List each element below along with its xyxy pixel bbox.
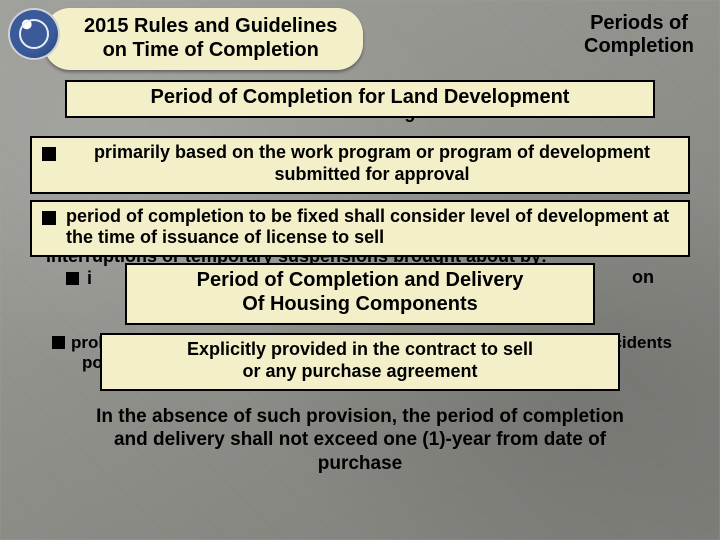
bullet-square-icon (52, 336, 65, 349)
section-explicit-provision: prolonged, unexpected power failures oth… (26, 333, 694, 391)
box-line-2: or any purchase agreement (110, 361, 610, 383)
title-line-1: 2015 Rules and Guidelines (84, 14, 337, 38)
section-housing-components: i on Period of Completion and Delivery O… (26, 263, 694, 324)
section-heading-land-dev: Period of Completion for Land Developmen… (65, 80, 655, 118)
header: 2015 Rules and Guidelines on Time of Com… (0, 0, 720, 74)
agency-logo-icon (10, 10, 58, 58)
bullet-square-icon (42, 211, 56, 225)
title-pill: 2015 Rules and Guidelines on Time of Com… (44, 8, 363, 70)
title-line-2: on Time of Completion (84, 38, 337, 62)
periods-line-1: Periods of (584, 12, 694, 35)
section-heading-housing: Period of Completion and Delivery Of Hou… (125, 263, 595, 324)
periods-label: Periods of Completion (584, 8, 700, 58)
bullet-primarily-based: primarily based on the work program or p… (30, 136, 690, 194)
bullet-text: period of completion to be fixed shall c… (66, 206, 678, 250)
heading-line-1: Period of Completion and Delivery (137, 269, 583, 293)
periods-line-2: Completion (584, 35, 694, 58)
ghost-left-i: i (87, 268, 92, 289)
bullet-text: primarily based on the work program or p… (66, 142, 678, 186)
heading-line-2: Of Housing Components (137, 293, 583, 317)
footer-absence-provision: In the absence of such provision, the pe… (86, 405, 634, 476)
content-area: in the Work Program Period of Completion… (0, 74, 720, 486)
ghost-right-on: on (632, 267, 654, 289)
box-explicitly-provided: Explicitly provided in the contract to s… (100, 333, 620, 391)
bullet-square-icon (42, 147, 56, 161)
bullet-period-fixed: period of completion to be fixed shall c… (30, 200, 690, 258)
box-line-1: Explicitly provided in the contract to s… (110, 339, 610, 361)
bullet-list-1: primarily based on the work program or p… (26, 136, 694, 258)
